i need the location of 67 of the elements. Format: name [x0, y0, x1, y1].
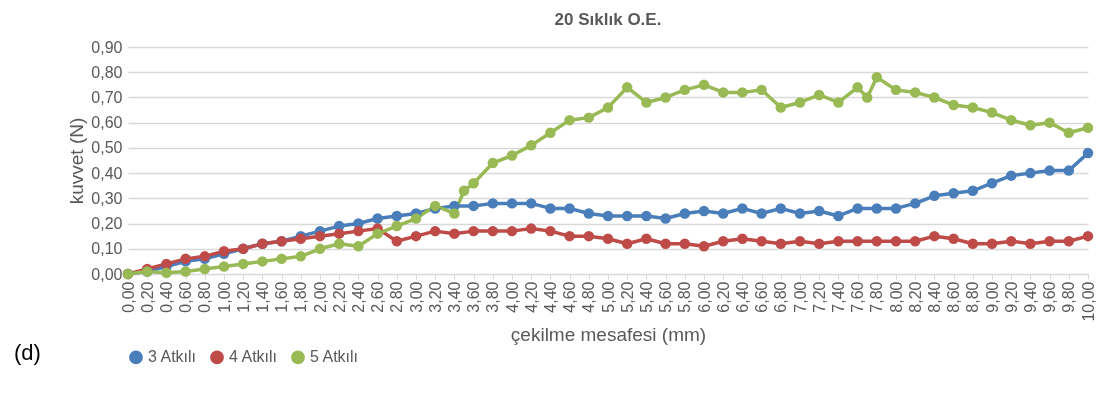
x-tick-label: 4,20: [522, 281, 540, 313]
x-tick-label: 7,60: [849, 281, 867, 313]
x-tick-label: 0,20: [138, 281, 156, 313]
text: (d): [14, 340, 41, 366]
x-tick-label: 5,00: [599, 281, 617, 313]
x-tick-label: 3,60: [465, 281, 483, 313]
x-tick-label: 4,80: [580, 281, 598, 313]
x-tick-label: 3,20: [426, 281, 444, 313]
x-tick-label: 8,60: [945, 281, 963, 313]
y-tick-label: 0,30: [91, 189, 123, 207]
x-tick-label: 9,00: [983, 281, 1001, 313]
x-tick-label: 2,20: [330, 281, 348, 313]
x-tick-label: 1,60: [273, 281, 291, 313]
x-tick-label: 7,80: [868, 281, 886, 313]
x-tick-label: 10,00: [1079, 281, 1097, 322]
x-tick-label: 5,20: [618, 281, 636, 313]
x-tick-label: 1,80: [292, 281, 310, 313]
x-tick-label: 9,60: [1041, 281, 1059, 313]
y-tick-label: 0,70: [91, 88, 123, 106]
x-tick-label: 7,40: [829, 281, 847, 313]
legend-label: 5 Atkılı: [310, 348, 359, 366]
x-tick-label: 5,60: [657, 281, 675, 313]
x-tick-label: 6,60: [753, 281, 771, 313]
x-tick-label: 4,00: [503, 281, 521, 313]
x-tick-label: 5,40: [637, 281, 655, 313]
x-tick-label: 7,00: [791, 281, 809, 313]
y-tick-label: 0,50: [91, 139, 123, 157]
x-tick-label: 2,80: [388, 281, 406, 313]
x-tick-label: 2,40: [349, 281, 367, 313]
x-tick-label: 8,40: [925, 281, 943, 313]
x-tick-label: 2,00: [311, 281, 329, 313]
x-tick-label: 2,60: [369, 281, 387, 313]
legend-label: 4 Atkılı: [229, 348, 278, 366]
x-tick-label: 4,40: [541, 281, 559, 313]
x-axis-title: çekilme mesafesi (mm): [510, 323, 707, 345]
x-tick-label: 0,40: [157, 281, 175, 313]
y-axis-title: kuvvet (N): [66, 117, 88, 205]
x-tick-label: 9,80: [1060, 281, 1078, 313]
x-tick-label: 8,80: [964, 281, 982, 313]
chart-title: 20 Sıklık O.E.: [554, 10, 662, 29]
y-tick-label: 0,80: [91, 63, 123, 81]
y-tick-label: 0,10: [91, 240, 123, 258]
x-tick-label: 5,80: [676, 281, 694, 313]
x-tick-label: 3,80: [484, 281, 502, 313]
x-tick-label: 6,00: [695, 281, 713, 313]
x-tick-label: 1,40: [253, 281, 271, 313]
x-tick-label: 8,20: [906, 281, 924, 313]
x-tick-label: 3,00: [407, 281, 425, 313]
y-tick-label: 0,20: [91, 215, 123, 233]
x-tick-label: 0,60: [177, 281, 195, 313]
x-tick-label: 6,20: [714, 281, 732, 313]
y-tick-label: 0,90: [91, 38, 123, 56]
x-tick-label: 6,80: [772, 281, 790, 313]
x-tick-label: 6,40: [733, 281, 751, 313]
x-tick-label: 4,60: [561, 281, 579, 313]
x-tick-label: 1,00: [215, 281, 233, 313]
x-tick-label: 7,20: [810, 281, 828, 313]
x-tick-label: 8,00: [887, 281, 905, 313]
legend-label: 3 Atkılı: [148, 348, 197, 366]
x-tick-label: 9,40: [1021, 281, 1039, 313]
y-tick-label: 0,60: [91, 114, 123, 132]
y-tick-label: 0,00: [91, 265, 123, 283]
x-tick-label: 3,40: [445, 281, 463, 313]
x-tick-label: 0,80: [196, 281, 214, 313]
x-tick-label: 1,20: [234, 281, 252, 313]
x-tick-label: 9,20: [1002, 281, 1020, 313]
y-tick-label: 0,40: [91, 164, 123, 182]
